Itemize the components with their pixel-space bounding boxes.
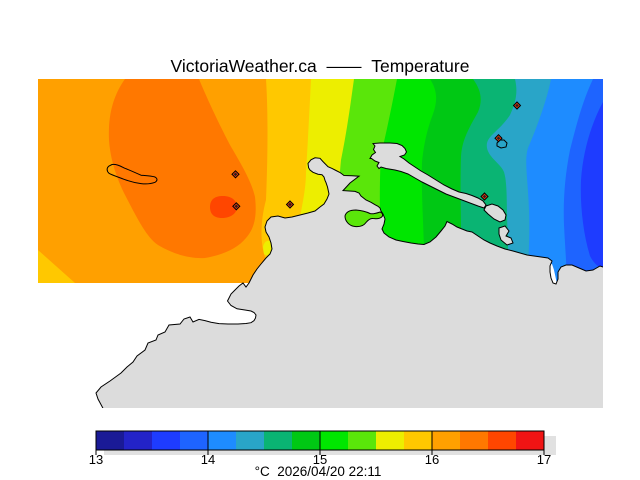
svg-text:13: 13 bbox=[89, 452, 103, 467]
svg-text:17: 17 bbox=[537, 452, 551, 467]
svg-text:15: 15 bbox=[313, 452, 327, 467]
svg-text:16: 16 bbox=[425, 452, 439, 467]
svg-text:VictoriaWeather.ca —— Temper: VictoriaWeather.ca —— Temperature bbox=[171, 56, 470, 76]
svg-text:14: 14 bbox=[201, 452, 215, 467]
svg-text:°C 2026/04/20 22:11: °C 2026/04/20 22:11 bbox=[255, 464, 382, 479]
